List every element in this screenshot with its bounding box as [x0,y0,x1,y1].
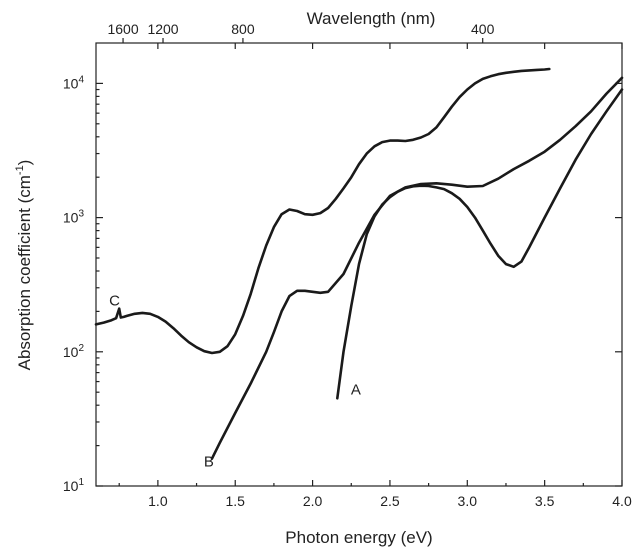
y-tick-label: 104 [63,74,85,91]
x-tick-label: 1.0 [148,493,168,509]
x-tick-label: 2.0 [303,493,323,509]
x-axis: 1.0 1.5 2.0 2.5 3.0 3.5 4.0 [118,43,632,509]
x2-tick-label: 400 [471,21,495,37]
top-wavelength-axis: 1600 1200 800 400 [107,21,495,43]
y-axis-title-main: Absorption coefficient (cm [15,175,34,370]
top-axis-title: Wavelength (nm) [307,9,436,28]
y-axis: 101 102 103 104 [63,74,622,494]
y-axis-title-exp: -1 [14,165,26,175]
y-axis-title-close: ) [15,160,34,166]
x2-tick-label: 1600 [107,21,138,37]
x-tick-label: 2.5 [380,493,400,509]
curve-labels: A B C [109,292,361,470]
y-tick-label: 101 [63,477,85,494]
curve-label-B: B [204,453,214,470]
plot-frame [95,42,623,487]
y-tick-label: 103 [63,209,85,226]
x-tick-label: 1.5 [226,493,246,509]
x-tick-label: 3.5 [535,493,555,509]
curves [94,67,624,460]
curve-C [94,67,551,355]
curve-label-C: C [109,292,120,309]
x-tick-label: 4.0 [612,493,632,509]
y-tick-label: 102 [63,343,85,360]
x2-tick-label: 800 [231,21,255,37]
curve-A [336,88,624,400]
curve-label-A: A [351,382,361,399]
curve-B [210,76,624,460]
y-axis-title: Absorption coefficient (cm-1) [14,160,34,371]
x-axis-title: Photon energy (eV) [285,528,432,547]
x2-tick-label: 1200 [147,21,178,37]
x-tick-label: 3.0 [458,493,478,509]
